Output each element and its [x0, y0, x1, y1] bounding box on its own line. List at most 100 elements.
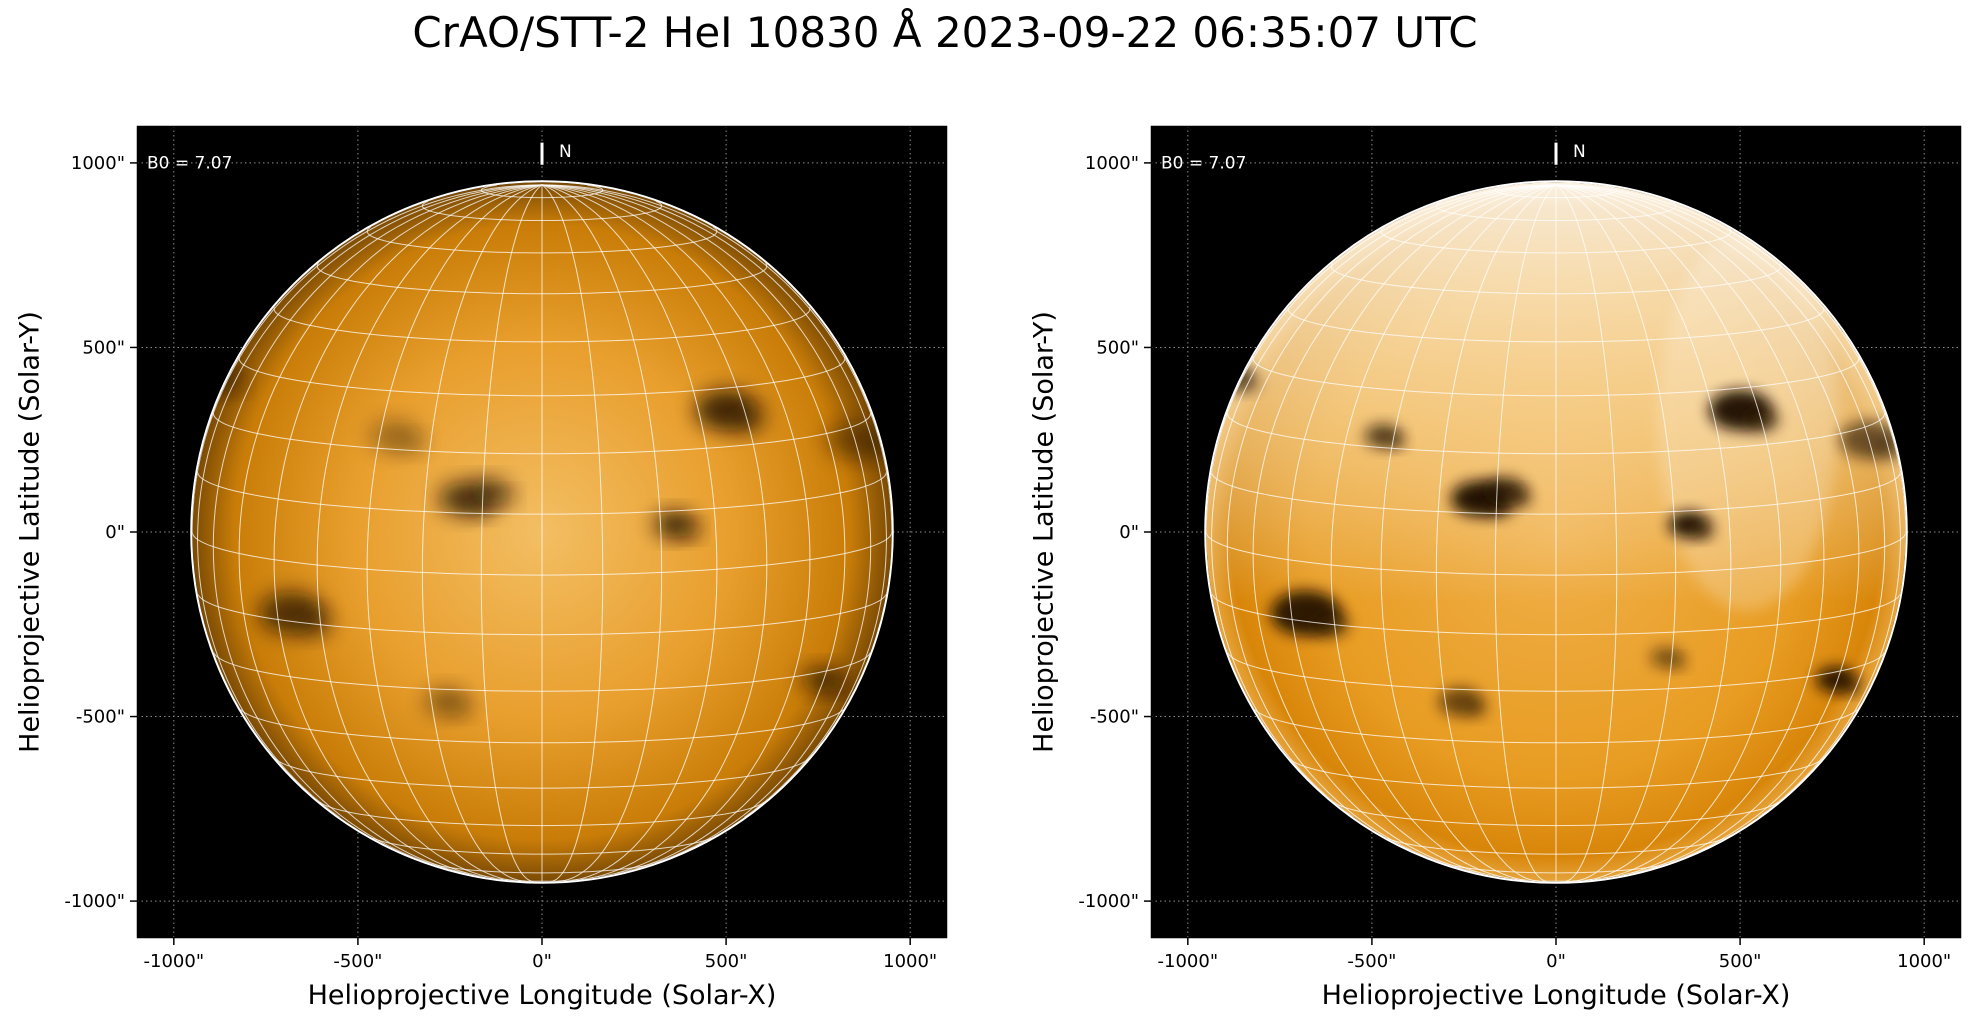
grid-parallel [1444, 863, 1668, 874]
y-tick-label: -500" [1090, 707, 1139, 728]
grid-meridian [1380, 184, 1557, 881]
y-axis-label-left: Helioprojective Latitude (Solar-Y) [10, 126, 50, 938]
grid-meridian [316, 184, 543, 881]
b0-label: B0 = 7.07 [147, 153, 232, 173]
grid-parallel [1289, 758, 1823, 789]
grid-parallel [421, 200, 663, 221]
grid-meridian [1494, 184, 1557, 882]
dark-feature [1385, 434, 1406, 449]
north-label: N [559, 142, 572, 162]
grid-meridian [1206, 184, 1557, 533]
grid-meridian [1555, 184, 1732, 881]
grid-parallel [1226, 413, 1886, 455]
solar-disk-plot-left: N B0 = 7.07 -1000" -500" 0" 500" 1000" 1000" 500… [64, 125, 948, 972]
grid-parallel [499, 878, 585, 882]
grid-meridian [541, 184, 663, 882]
y-tick-label: 1000" [71, 153, 125, 174]
dark-feature [824, 677, 848, 694]
grid-parallel [275, 758, 809, 789]
grid-meridian [421, 184, 543, 882]
solar-disk-content [1206, 182, 1906, 882]
grid-meridian [541, 184, 892, 533]
dark-feature [1507, 489, 1533, 507]
grid-parallel [192, 531, 892, 576]
grid-parallel [1380, 226, 1732, 254]
grid-meridian [192, 184, 543, 533]
y-axis-label-left-text: Helioprojective Latitude (Solar-Y) [14, 311, 46, 753]
solar-limb [190, 180, 894, 884]
grid-parallel [213, 652, 871, 692]
grid-parallel [1435, 200, 1677, 221]
grid-parallel [197, 594, 887, 636]
grid-parallel [1330, 262, 1782, 295]
dark-feature [1463, 699, 1488, 718]
grid-parallel [1494, 184, 1618, 199]
axes-frame [1150, 125, 1962, 939]
x-tick-label: 500" [705, 951, 748, 972]
grid-parallel [1211, 471, 1901, 515]
grid-meridian [366, 184, 543, 881]
grid-meridian [1555, 184, 1860, 875]
grid-meridian [1252, 184, 1557, 875]
dark-feature [493, 489, 516, 506]
grid-parallel [238, 356, 846, 397]
grid-parallel [212, 413, 872, 455]
dark-feature [1310, 609, 1350, 638]
x-tick-label: 0" [532, 951, 552, 972]
dark-feature [1744, 407, 1780, 433]
dark-feature [1691, 522, 1714, 539]
grid-meridian [480, 184, 543, 882]
y-axis-label-right-text: Helioprojective Latitude (Solar-Y) [1028, 311, 1060, 753]
solar-disk-plot-right: N B0 = 7.07 -1000" -500" 0" 500" 1000" 1000" 500… [1078, 125, 1962, 972]
grid-parallel [1386, 837, 1726, 855]
x-tick-label: 1000" [883, 951, 937, 972]
solar-disk-panel-left: N B0 = 7.07 -1000" -500" 0" 500" 1000" 1000" 500… [64, 125, 948, 972]
grid-meridian [1435, 184, 1557, 882]
grid-parallel [1254, 709, 1858, 744]
grid-parallel [1513, 878, 1599, 882]
axes-frame [136, 125, 948, 939]
grid-meridian [541, 184, 846, 875]
solar-disk-panel-right: N B0 = 7.07 -1000" -500" 0" 500" 1000" 1000" 500… [1078, 125, 1962, 972]
dark-feature [398, 433, 427, 455]
x-tick-label: 0" [1546, 951, 1566, 972]
x-tick-label: -1000" [144, 951, 205, 972]
x-tick-label: -500" [333, 951, 382, 972]
dark-feature [1668, 655, 1688, 670]
y-tick-label: 1000" [1085, 153, 1139, 174]
grid-parallel [372, 837, 712, 855]
x-tick-label: 500" [1719, 951, 1762, 972]
x-axis-label-left: Helioprojective Longitude (Solar-X) [307, 980, 777, 1011]
grid-meridian [541, 184, 718, 881]
grid-parallel [430, 863, 654, 874]
dark-feature [677, 522, 700, 539]
grid-meridian [1330, 184, 1557, 881]
y-tick-label: 500" [1096, 337, 1139, 358]
grid-parallel [480, 184, 604, 199]
y-tick-label: -1000" [1078, 891, 1139, 912]
dark-feature [449, 699, 474, 718]
y-tick-label: 0" [105, 522, 125, 543]
solar-limb [1204, 180, 1908, 884]
grid-meridian [1555, 184, 1906, 533]
grid-parallel [1227, 652, 1885, 692]
grid-parallel [197, 471, 887, 515]
grid-meridian [1555, 184, 1677, 882]
y-tick-label: -500" [76, 707, 125, 728]
grid-meridian [541, 184, 604, 882]
x-tick-label: 1000" [1897, 951, 1951, 972]
grid-meridian [541, 184, 768, 881]
figure-title: CrAO/STT-2 HeI 10830 Å 2023-09-22 06:35:… [412, 8, 1478, 57]
grid-parallel [319, 801, 765, 827]
north-label: N [1573, 142, 1586, 162]
grid-parallel [1211, 594, 1901, 636]
grid-parallel [366, 226, 718, 254]
grid-parallel [1206, 531, 1906, 576]
grid-meridian [1555, 184, 1618, 882]
grid-parallel [1333, 801, 1779, 827]
grid-parallel [1252, 356, 1860, 397]
y-axis-label-right: Helioprojective Latitude (Solar-Y) [1024, 126, 1064, 938]
y-tick-label: -1000" [64, 891, 125, 912]
grid-parallel [316, 262, 768, 295]
x-tick-label: -500" [1347, 951, 1396, 972]
